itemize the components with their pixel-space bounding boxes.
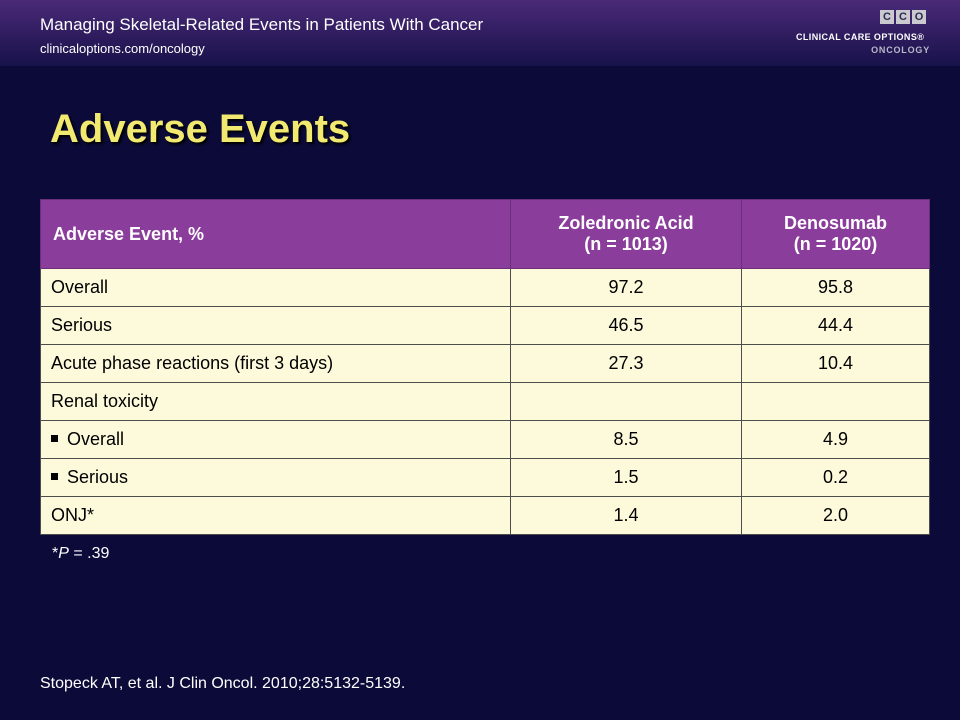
zoledronic-value: 8.5 bbox=[510, 420, 742, 459]
logo-letter: O bbox=[912, 10, 926, 24]
column-header-adverse-event: Adverse Event, % bbox=[40, 199, 511, 269]
square-bullet-icon bbox=[51, 434, 58, 442]
denosumab-value: 0.2 bbox=[741, 458, 930, 497]
column-header-zoledronic-acid: Zoledronic Acid (n = 1013) bbox=[510, 199, 742, 269]
zoledronic-value: 46.5 bbox=[510, 306, 742, 345]
slide-title: Adverse Events bbox=[50, 107, 351, 151]
zoledronic-value: 27.3 bbox=[510, 344, 742, 383]
table-header-row: Adverse Event, % Zoledronic Acid (n = 10… bbox=[40, 199, 930, 269]
column-header-sample-size: (n = 1013) bbox=[584, 234, 668, 254]
row-label: Overall bbox=[67, 429, 125, 449]
square-bullet-icon bbox=[51, 472, 58, 480]
footnote-marker: * bbox=[52, 545, 59, 562]
footnote-value: = .39 bbox=[68, 545, 110, 562]
table-row: Acute phase reactions (first 3 days) 27.… bbox=[40, 344, 930, 383]
row-label: Serious bbox=[40, 306, 511, 345]
zoledronic-value: 1.4 bbox=[510, 496, 742, 535]
header-title: Managing Skeletal-Related Events in Pati… bbox=[40, 15, 484, 34]
logo-letter-boxes: C C O bbox=[880, 10, 926, 24]
zoledronic-value: 1.5 bbox=[510, 458, 742, 497]
logo-subtitle: ONCOLOGY bbox=[871, 45, 930, 55]
cco-logo: C C O CLINICAL CARE OPTIONS® ONCOLOGY bbox=[790, 10, 940, 60]
row-label: Acute phase reactions (first 3 days) bbox=[40, 344, 511, 383]
table-row: Overall 97.2 95.8 bbox=[40, 268, 930, 307]
column-header-label: Adverse Event, % bbox=[53, 223, 205, 244]
denosumab-value: 2.0 bbox=[741, 496, 930, 535]
header-url: clinicaloptions.com/oncology bbox=[40, 41, 205, 56]
column-header-label: Zoledronic Acid bbox=[558, 213, 694, 233]
denosumab-value: 44.4 bbox=[741, 306, 930, 345]
column-header-label: Denosumab bbox=[783, 213, 888, 233]
table-row: Serious 1.5 0.2 bbox=[40, 458, 930, 497]
table-row: ONJ* 1.4 2.0 bbox=[40, 496, 930, 535]
logo-letter: C bbox=[896, 10, 910, 24]
row-label: Serious bbox=[67, 467, 129, 487]
denosumab-value: 95.8 bbox=[741, 268, 930, 307]
zoledronic-value: 97.2 bbox=[510, 268, 742, 307]
column-header-denosumab: Denosumab (n = 1020) bbox=[741, 199, 930, 269]
row-label-cell: Serious bbox=[40, 458, 511, 497]
column-header-sample-size: (n = 1020) bbox=[793, 234, 878, 254]
row-label: ONJ* bbox=[40, 496, 511, 535]
table-row: Overall 8.5 4.9 bbox=[40, 420, 930, 459]
reference-citation: Stopeck AT, et al. J Clin Oncol. 2010;28… bbox=[40, 675, 406, 692]
denosumab-value bbox=[741, 382, 930, 421]
zoledronic-value bbox=[510, 382, 742, 421]
denosumab-value: 10.4 bbox=[741, 344, 930, 383]
table-row: Serious 46.5 44.4 bbox=[40, 306, 930, 345]
row-label: Renal toxicity bbox=[40, 382, 511, 421]
adverse-events-table: Adverse Event, % Zoledronic Acid (n = 10… bbox=[40, 199, 930, 535]
footnote: *P = .39 bbox=[52, 545, 109, 563]
table-row: Renal toxicity bbox=[40, 382, 930, 421]
footnote-p: P bbox=[58, 545, 69, 562]
logo-name: CLINICAL CARE OPTIONS® bbox=[796, 32, 925, 42]
row-label-cell: Overall bbox=[40, 420, 511, 459]
header-band: Managing Skeletal-Related Events in Pati… bbox=[0, 0, 960, 66]
logo-letter: C bbox=[880, 10, 894, 24]
row-label: Overall bbox=[40, 268, 511, 307]
denosumab-value: 4.9 bbox=[741, 420, 930, 459]
